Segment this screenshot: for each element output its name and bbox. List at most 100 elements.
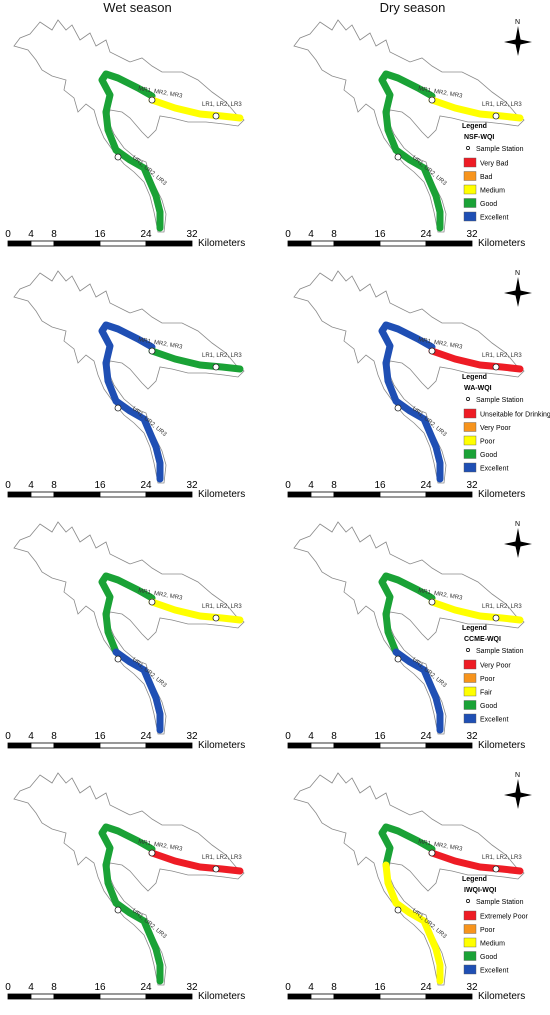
legend-class-label: Medium	[480, 188, 505, 195]
legend-station-icon	[466, 397, 470, 401]
station-label-upper: MR1, MR2, MR3	[418, 337, 464, 351]
sample-station-marker	[394, 153, 402, 161]
scale-bar-segment	[310, 742, 335, 749]
sample-station-marker	[114, 906, 122, 914]
legend-station-label: Sample Station	[476, 146, 524, 153]
scale-tick-label: 4	[28, 982, 34, 993]
scale-tick-label: 32	[466, 982, 478, 993]
river-segment-left	[102, 359, 120, 405]
legend-swatch	[463, 951, 477, 961]
legend-class-label: Very Poor	[480, 425, 511, 432]
station-label-upper: MR1, MR2, MR3	[418, 839, 464, 853]
river-segment-left	[102, 108, 120, 154]
scale-tick-label: 8	[331, 229, 337, 240]
river-segment-left	[382, 359, 400, 405]
scale-tick-label: 24	[420, 982, 432, 993]
river-segment-lower	[112, 146, 164, 232]
scale-tick-label: 24	[420, 480, 432, 491]
station-label-upper: MR1, MR2, MR3	[418, 588, 464, 602]
sample-station-marker	[212, 112, 220, 120]
scale-bar-segment	[145, 742, 193, 749]
scale-tick-label: 8	[331, 731, 337, 742]
scale-tick-label: 4	[308, 982, 314, 993]
legend: Legend WA-WQI Sample Station Unseitable for…	[462, 374, 550, 473]
scale-unit-label: Kilometers	[198, 489, 245, 500]
station-label-right: LR1, LR2, LR3	[482, 855, 522, 861]
scale-tick-label: 32	[466, 480, 478, 491]
scale-tick-label: 16	[94, 229, 106, 240]
legend-swatch	[463, 211, 477, 222]
scale-tick-label: 8	[331, 480, 337, 491]
north-label: N	[515, 521, 520, 528]
scale-bar-segment	[287, 742, 312, 749]
legend-swatch	[463, 422, 477, 432]
scale-tick-label: 32	[186, 982, 198, 993]
scale-tick-label: 8	[51, 229, 57, 240]
station-label-upper: MR1, MR2, MR3	[138, 588, 184, 602]
legend: Legend NSF-WQI Sample Station Very Bad Bad Me…	[462, 123, 524, 222]
legend-station-icon	[466, 899, 470, 903]
sample-station-marker	[148, 849, 156, 857]
station-label-upper: MR1, MR2, MR3	[138, 839, 184, 853]
legend-swatch	[463, 924, 477, 934]
legend-class-label: Good	[480, 201, 497, 208]
scale-tick-label: 0	[5, 229, 11, 240]
scale-tick-label: 16	[94, 480, 106, 491]
north-arrow-icon: N	[504, 521, 532, 558]
legend-index-name: WA-WQI	[464, 385, 492, 392]
sample-station-marker	[394, 404, 402, 412]
scale-tick-label: 24	[420, 229, 432, 240]
scale-tick-label: 0	[285, 731, 291, 742]
river-segment-right	[148, 849, 244, 875]
station-label-upper: MR1, MR2, MR3	[138, 337, 184, 351]
station-label-right: LR1, LR2, LR3	[202, 604, 242, 610]
legend-swatch	[463, 157, 477, 168]
sample-station-marker	[394, 906, 402, 914]
station-label-right: LR1, LR2, LR3	[202, 102, 242, 108]
scale-tick-label: 16	[374, 731, 386, 742]
scale-bar-segment	[333, 491, 381, 498]
legend-swatch	[463, 449, 477, 459]
sample-station-marker	[212, 865, 220, 873]
sample-station-marker	[492, 112, 500, 120]
scale-bar-segment	[7, 240, 32, 247]
scale-unit-label: Kilometers	[198, 740, 245, 751]
scale-tick-label: 0	[285, 982, 291, 993]
scale-bar-segment	[99, 491, 147, 498]
scale-tick-label: 4	[28, 731, 34, 742]
reservoir-outline	[13, 19, 245, 233]
scale-tick-label: 8	[51, 731, 57, 742]
legend-class-label: Medium	[480, 941, 505, 948]
legend-class-label: Very Bad	[480, 161, 509, 168]
legend-class-label: Excellent	[480, 466, 508, 473]
sample-station-marker	[212, 363, 220, 371]
sample-station-marker	[428, 96, 436, 104]
scale-bar-segment	[53, 240, 101, 247]
legend-station-icon	[466, 146, 470, 150]
scale-bar-segment	[30, 491, 55, 498]
north-label: N	[515, 19, 520, 26]
scale-bar-segment	[53, 993, 101, 1000]
river-segment-right	[428, 96, 524, 122]
legend-station-label: Sample Station	[476, 397, 524, 404]
legend-class-label: Excellent	[480, 215, 508, 222]
scale-tick-label: 8	[51, 982, 57, 993]
scale-bar-segment	[333, 742, 381, 749]
river-segment-lower	[392, 899, 444, 985]
sample-station-marker	[492, 363, 500, 371]
scale-bar-segment	[310, 240, 335, 247]
scale-tick-label: 0	[5, 731, 11, 742]
scale-tick-label: 0	[5, 480, 11, 491]
scale-bar-segment	[310, 491, 335, 498]
sample-station-marker	[428, 347, 436, 355]
north-arrow-icon: N	[504, 19, 532, 56]
sample-station-marker	[148, 598, 156, 606]
reservoir-outline	[13, 521, 245, 735]
scale-unit-label: Kilometers	[478, 489, 525, 500]
legend-swatch	[463, 964, 477, 975]
river-segment-right	[428, 849, 524, 875]
legend-swatch	[463, 171, 477, 181]
legend-title: Legend	[462, 123, 487, 130]
